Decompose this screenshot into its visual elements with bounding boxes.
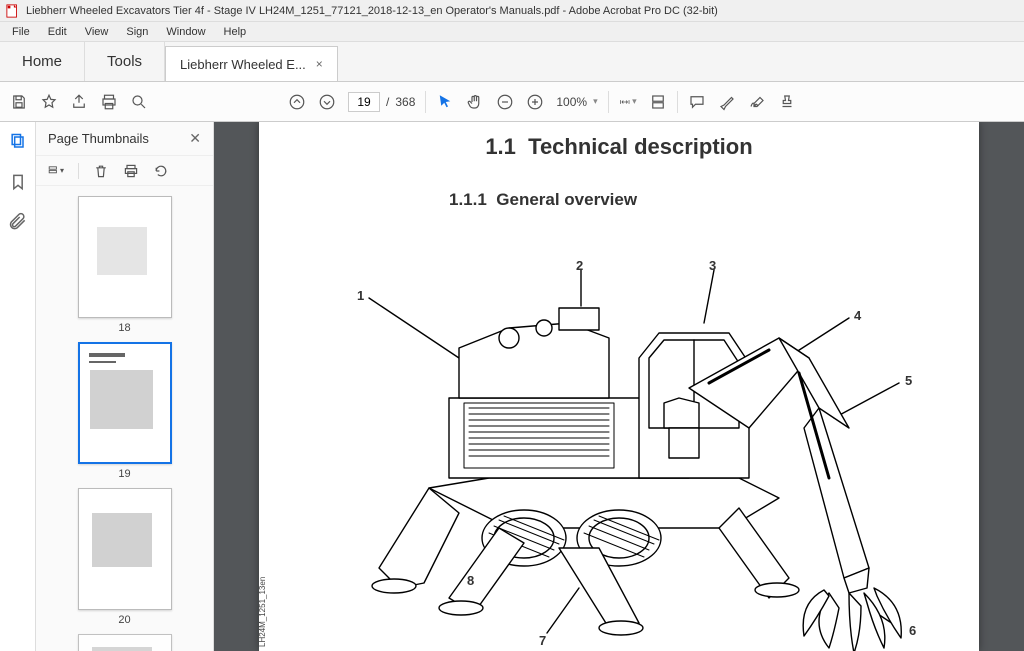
callout-4: 4 [854, 308, 861, 323]
thumbnails-panel-title: Page Thumbnails [48, 131, 149, 146]
page-down-icon[interactable] [318, 93, 336, 111]
thumbnails-tools: ▾ [36, 156, 213, 186]
highlight-icon[interactable] [718, 93, 736, 111]
thumb-print-icon[interactable] [123, 163, 139, 179]
menu-window[interactable]: Window [158, 24, 213, 40]
page-number-input[interactable] [348, 92, 380, 112]
print-icon[interactable] [100, 93, 118, 111]
callout-2: 2 [576, 258, 583, 273]
nav-rail [0, 122, 36, 651]
titlebar: Liebherr Wheeled Excavators Tier 4f - St… [0, 0, 1024, 22]
pointer-icon[interactable] [436, 93, 454, 111]
callout-1: 1 [357, 288, 364, 303]
sign-icon[interactable] [748, 93, 766, 111]
tab-document-label: Liebherr Wheeled E... [180, 57, 306, 72]
subsection-heading: 1.1.1 General overview [449, 190, 929, 210]
page-sheet: 1.1 Technical description 1.1.1 General … [259, 122, 979, 651]
page-view[interactable]: 1.1 Technical description 1.1.1 General … [214, 122, 1024, 651]
thumbnails-icon[interactable] [8, 132, 28, 152]
section-heading: 1.1 Technical description [309, 134, 929, 160]
page-indicator: / 368 [348, 92, 415, 112]
menu-sign[interactable]: Sign [118, 24, 156, 40]
callout-3: 3 [709, 258, 716, 273]
thumbnails-panel-close-icon[interactable]: ✕ [189, 130, 201, 147]
stamp-icon[interactable] [778, 93, 796, 111]
menu-file[interactable]: File [4, 24, 38, 40]
callout-5: 5 [905, 373, 912, 388]
technical-figure: 1 2 3 4 5 6 7 8 [309, 228, 929, 651]
menu-view[interactable]: View [77, 24, 117, 40]
menu-edit[interactable]: Edit [40, 24, 75, 40]
menubar: File Edit View Sign Window Help [0, 22, 1024, 42]
menu-help[interactable]: Help [216, 24, 255, 40]
thumbnail-page-number: 19 [118, 468, 130, 480]
tab-document[interactable]: Liebherr Wheeled E... × [165, 46, 338, 81]
window-title: Liebherr Wheeled Excavators Tier 4f - St… [26, 5, 718, 17]
star-icon[interactable] [40, 93, 58, 111]
search-icon[interactable] [130, 93, 148, 111]
thumb-delete-icon[interactable] [93, 163, 109, 179]
thumbnail[interactable]: 18 [78, 196, 172, 334]
thumbnail-page-number: 20 [118, 614, 130, 626]
callout-8: 8 [467, 573, 474, 588]
callout-6: 6 [909, 623, 916, 638]
attachment-icon[interactable] [8, 212, 28, 232]
thumbnails-list: 18 19 20 21 [36, 186, 213, 651]
content-area: Page Thumbnails ✕ ▾ 18 19 [0, 122, 1024, 651]
thumbnails-panel: Page Thumbnails ✕ ▾ 18 19 [36, 122, 214, 651]
zoom-out-icon[interactable] [496, 93, 514, 111]
toolbar: / 368 100%▾ ▾ [0, 82, 1024, 122]
thumb-options-icon[interactable]: ▾ [48, 163, 64, 179]
zoom-level[interactable]: 100%▾ [556, 95, 597, 109]
zoom-in-icon[interactable] [526, 93, 544, 111]
pdf-file-icon [6, 4, 20, 18]
thumbnail[interactable]: 21 [78, 634, 172, 651]
comment-icon[interactable] [688, 93, 706, 111]
page-sep: / [386, 95, 389, 109]
tabbar: Home Tools Liebherr Wheeled E... × [0, 42, 1024, 82]
thumb-rotate-icon[interactable] [153, 163, 169, 179]
fit-width-icon[interactable]: ▾ [619, 93, 637, 111]
share-icon[interactable] [70, 93, 88, 111]
tab-close-icon[interactable]: × [316, 57, 323, 71]
chevron-down-icon: ▾ [593, 96, 598, 107]
page-up-icon[interactable] [288, 93, 306, 111]
hand-icon[interactable] [466, 93, 484, 111]
page-total: 368 [395, 95, 415, 109]
thumbnail[interactable]: 20 [78, 488, 172, 626]
tab-tools[interactable]: Tools [85, 42, 165, 81]
callout-7: 7 [539, 633, 546, 648]
thumbnail[interactable]: 19 [78, 342, 172, 480]
save-icon[interactable] [10, 93, 28, 111]
tab-home[interactable]: Home [0, 42, 85, 81]
scroll-mode-icon[interactable] [649, 93, 667, 111]
page-sidetext: LH24M_1251_13en [258, 577, 267, 647]
thumbnail-page-number: 18 [118, 322, 130, 334]
bookmark-icon[interactable] [8, 172, 28, 192]
